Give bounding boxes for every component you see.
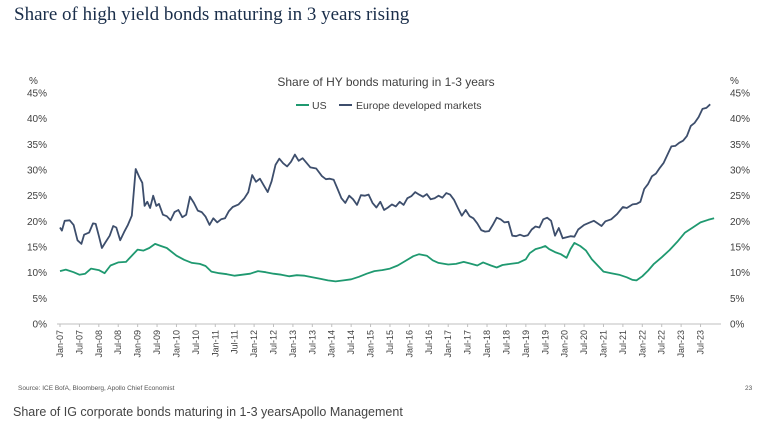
x-tick-label: Jul-12 <box>269 330 279 355</box>
y-axis-left: 0% 5% 10% 15% 20% 25% 30% 35% 40% 45% <box>27 89 47 331</box>
y-tick-label-left: 20% <box>27 217 47 228</box>
x-tick-label: Jul-11 <box>230 330 240 354</box>
x-tick-label: Jan-12 <box>249 330 259 358</box>
x-tick-label: Jan-08 <box>94 330 104 358</box>
x-tick-label: Jan-13 <box>288 330 298 358</box>
x-tick-label: Jan-22 <box>637 330 647 358</box>
y-tick-label-left: 0% <box>33 320 48 331</box>
x-tick-label: Jan-17 <box>443 330 453 358</box>
x-tick-label: Jan-21 <box>598 330 608 358</box>
x-tick-label: Jul-08 <box>113 330 123 355</box>
x-tick-label: Jul-14 <box>346 330 356 355</box>
y-tick-label-right: 15% <box>730 243 750 254</box>
page-number: 23 <box>745 385 753 392</box>
series-line-us <box>59 217 715 283</box>
y-tick-label-left: 35% <box>27 140 47 151</box>
x-tick-label: Jul-15 <box>385 330 395 355</box>
x-axis: Jan-07 Jul-07 Jan-08 Jul-08 Jan-09 Jul-09 Jan-… <box>55 324 706 358</box>
x-tick-label: Jul-16 <box>424 330 434 355</box>
x-tick-label: Jan-19 <box>521 330 531 358</box>
y-tick-label-right: 0% <box>730 320 745 331</box>
y-tick-label-right: 5% <box>730 294 745 305</box>
x-tick-label: Jul-13 <box>307 330 317 355</box>
y-tick-label-right: 20% <box>730 217 750 228</box>
y-tick-label-right: 25% <box>730 191 750 202</box>
series <box>59 103 715 283</box>
x-tick-label: Jan-07 <box>55 330 65 358</box>
y-axis-unit-left: % <box>29 76 38 87</box>
y-tick-label-left: 15% <box>27 243 47 254</box>
x-tick-label: Jul-17 <box>463 330 473 355</box>
x-tick-label: Jan-23 <box>676 330 686 358</box>
slide-title: Share of high yield bonds maturing in 3 … <box>14 4 410 25</box>
y-tick-label-left: 10% <box>27 268 47 279</box>
x-tick-label: Jan-14 <box>327 330 337 358</box>
y-tick-label-right: 45% <box>730 89 750 100</box>
x-tick-label: Jul-07 <box>74 330 84 355</box>
y-tick-label-left: 45% <box>27 89 47 100</box>
y-tick-label-left: 5% <box>33 294 48 305</box>
y-tick-label-left: 30% <box>27 166 47 177</box>
legend-label-us: US <box>312 100 327 112</box>
x-tick-label: Jan-15 <box>366 330 376 358</box>
image-caption: Share of IG corporate bonds maturing in … <box>13 405 403 419</box>
y-tick-label-left: 25% <box>27 191 47 202</box>
x-tick-label: Jan-20 <box>560 330 570 358</box>
x-tick-label: Jul-20 <box>579 330 589 355</box>
legend-label-europe: Europe developed markets <box>356 100 482 112</box>
legend: US Europe developed markets <box>296 100 482 112</box>
x-tick-label: Jul-22 <box>657 330 667 355</box>
x-tick-label: Jul-21 <box>618 330 628 355</box>
y-axis-right: 0% 5% 10% 15% 20% 25% 30% 35% 40% 45% <box>730 89 750 331</box>
y-tick-label-right: 30% <box>730 166 750 177</box>
x-tick-label: Jul-09 <box>152 330 162 355</box>
source-note: Source: ICE BofA, Bloomberg, Apollo Chie… <box>18 385 175 392</box>
chart-title: Share of HY bonds maturing in 1-3 years <box>277 75 494 89</box>
y-tick-label-right: 10% <box>730 268 750 279</box>
series-line-europe <box>59 103 711 249</box>
y-tick-label-right: 35% <box>730 140 750 151</box>
x-tick-label: Jan-11 <box>210 330 220 357</box>
y-tick-label-left: 40% <box>27 114 47 125</box>
y-axis-unit-right: % <box>730 76 739 87</box>
x-tick-label: Jul-10 <box>191 330 201 355</box>
x-tick-label: Jul-18 <box>501 330 511 355</box>
x-tick-label: Jan-09 <box>133 330 143 358</box>
x-tick-label: Jan-10 <box>171 330 181 358</box>
x-tick-label: Jul-23 <box>696 330 706 355</box>
y-tick-label-right: 40% <box>730 114 750 125</box>
x-tick-label: Jan-18 <box>482 330 492 358</box>
x-tick-label: Jan-16 <box>404 330 414 358</box>
x-tick-label: Jul-19 <box>540 330 550 355</box>
